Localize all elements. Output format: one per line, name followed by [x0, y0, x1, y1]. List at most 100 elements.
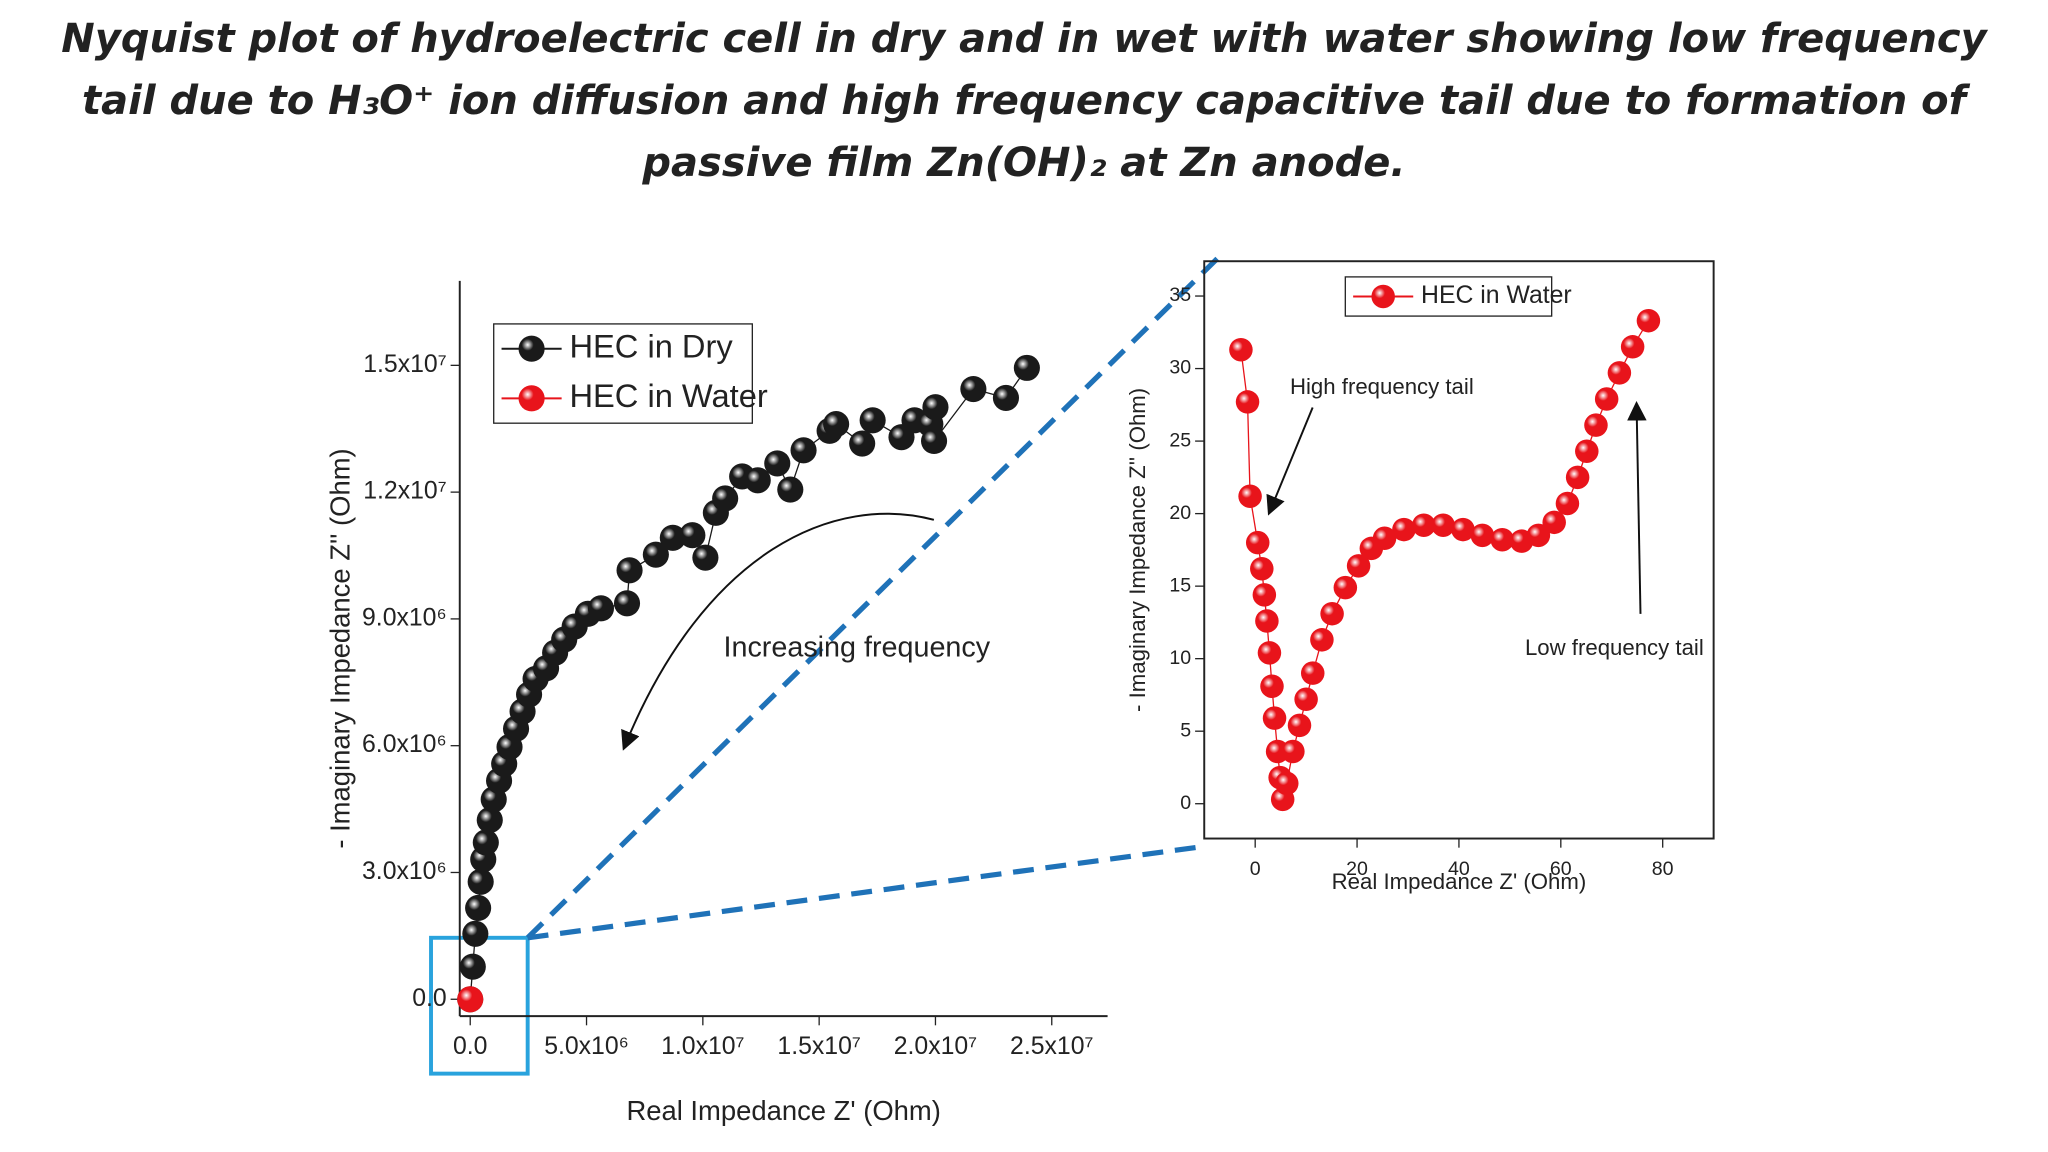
legend-marker	[518, 385, 545, 412]
y-tick-label: 1.5x10⁷	[363, 351, 446, 378]
data-point	[1238, 484, 1262, 508]
annotation: Low frequency tail	[1525, 635, 1704, 660]
data-point	[1333, 575, 1358, 600]
data-point	[1245, 530, 1270, 555]
data-point	[1262, 706, 1287, 730]
data-point	[659, 524, 686, 551]
y-tick-label: 1.2x10⁷	[363, 478, 446, 505]
data-point	[465, 894, 492, 922]
data-point	[1620, 335, 1645, 359]
x-tick-label: 80	[1652, 858, 1674, 880]
data-point	[1287, 713, 1312, 738]
x-tick-label: 0	[1250, 858, 1261, 880]
y-tick-label: 15	[1169, 574, 1191, 596]
data-point	[476, 807, 503, 834]
series-line	[469, 367, 1028, 1000]
x-axis-label: Real Impedance Z' (Ohm)	[626, 1095, 940, 1126]
zoom-line	[527, 843, 1205, 941]
data-point	[1235, 390, 1260, 414]
x-tick-label: 2.0x10⁷	[894, 1033, 977, 1060]
y-tick-label: 3.0x10⁶	[362, 858, 447, 885]
data-point	[764, 450, 791, 477]
data-point	[1490, 527, 1514, 552]
data-point	[1252, 583, 1277, 607]
y-tick-label: 35	[1169, 284, 1191, 306]
annotation: High frequency tail	[1290, 374, 1474, 399]
data-point	[1575, 439, 1599, 463]
annotation-arrow	[1266, 407, 1314, 516]
legend-marker	[1371, 284, 1395, 309]
y-axis-label: - Imaginary Impedance Z'' (Ohm)	[324, 448, 355, 848]
data-point	[679, 522, 706, 549]
data-point	[1320, 601, 1344, 626]
x-tick-label: 5.0x10⁶	[544, 1033, 629, 1060]
data-point	[992, 384, 1019, 411]
x-tick-label: 1.5x10⁷	[777, 1033, 860, 1060]
x-tick-label: 40	[1448, 858, 1470, 880]
legend-label: HEC in Water	[569, 377, 767, 414]
data-point	[1346, 554, 1371, 578]
y-tick-label: 0.0	[412, 985, 446, 1012]
data-point	[712, 485, 739, 512]
data-point	[1310, 628, 1334, 652]
data-point	[642, 541, 669, 568]
data-point	[1584, 413, 1608, 437]
data-point	[1565, 465, 1590, 490]
y-tick-label: 5	[1180, 719, 1191, 741]
y-tick-label: 20	[1169, 502, 1191, 524]
data-point	[960, 375, 987, 403]
annotation-arrow	[1627, 400, 1647, 614]
x-tick-label: 60	[1550, 858, 1572, 880]
data-point	[1281, 739, 1305, 764]
data-point	[1392, 517, 1416, 542]
y-tick-label: 25	[1169, 429, 1191, 451]
legend-marker	[518, 335, 545, 362]
data-point	[1229, 337, 1253, 362]
legend-label: HEC in Dry	[569, 327, 733, 364]
data-point	[462, 920, 489, 947]
data-point	[790, 437, 817, 464]
y-tick-label: 10	[1169, 647, 1191, 669]
data-point	[1257, 641, 1282, 665]
y-tick-label: 9.0x10⁶	[362, 604, 447, 631]
page-title: Nyquist plot of hydroelectric cell in dr…	[61, 16, 1987, 186]
x-tick-label: 1.0x10⁷	[661, 1033, 744, 1060]
data-point	[692, 544, 719, 571]
data-point	[1526, 523, 1551, 548]
data-point	[1275, 771, 1299, 796]
data-point	[616, 557, 643, 584]
y-tick-label: 0	[1180, 792, 1191, 814]
data-point	[1555, 491, 1580, 516]
y-tick-label: 30	[1169, 357, 1191, 379]
annotation-arrow	[621, 512, 935, 751]
data-point	[744, 467, 771, 494]
data-point	[859, 407, 886, 434]
data-point	[459, 953, 486, 980]
data-point	[472, 829, 499, 856]
data-point	[467, 868, 494, 895]
data-point	[457, 986, 484, 1013]
data-point	[1250, 556, 1274, 581]
data-point	[1412, 513, 1436, 537]
data-point	[1594, 387, 1619, 411]
x-tick-label: 0.0	[453, 1033, 487, 1060]
data-point	[1431, 513, 1455, 537]
data-point	[1451, 517, 1475, 542]
data-point	[613, 590, 641, 617]
data-point	[1260, 674, 1284, 698]
data-point	[1300, 661, 1325, 685]
data-point	[587, 595, 615, 622]
data-point	[1372, 526, 1397, 551]
x-tick-label: 2.5x10⁷	[1010, 1033, 1093, 1060]
data-point	[1470, 523, 1495, 548]
data-point	[1607, 361, 1632, 385]
x-axis-label: Real Impedance Z' (Ohm)	[1332, 869, 1587, 894]
y-axis-label: - Imaginary Impedance Z'' (Ohm)	[1125, 388, 1150, 712]
data-point	[922, 394, 949, 421]
y-tick-label: 6.0x10⁶	[362, 731, 447, 758]
annotation: Increasing frequency	[724, 632, 991, 664]
data-point	[1636, 308, 1661, 333]
x-tick-label: 20	[1346, 858, 1368, 880]
